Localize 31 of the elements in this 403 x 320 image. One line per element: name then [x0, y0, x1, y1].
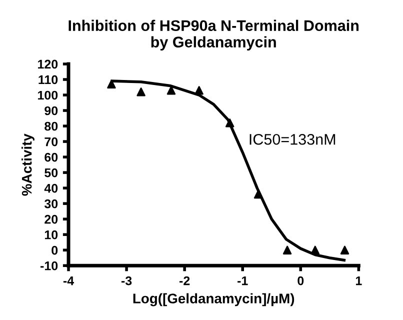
y-tick-label: 60	[44, 152, 58, 162]
x-tick-label: 0	[298, 276, 304, 286]
y-tick-label: 110	[38, 75, 58, 84]
y-tick-label: 70	[44, 137, 58, 146]
x-axis-title: Log([Geldanamycin]/µM)	[133, 293, 294, 306]
x-tick-label: 1	[356, 276, 362, 286]
x-tick-label: -3	[121, 276, 132, 286]
annotation: IC50=133nM	[250, 134, 336, 145]
y-tick-label: 90	[44, 106, 58, 116]
y-tick-label: 40	[44, 184, 58, 193]
y-tick-label: 20	[44, 214, 58, 224]
chart-title: Inhibition of HSP90a N-Terminal Domain by Geldanamycin	[68, 20, 359, 51]
y-tick-label: 0	[52, 246, 58, 255]
x-tick-label: -2	[180, 276, 190, 286]
y-tick-label: 100	[38, 90, 58, 100]
y-tick-label: 30	[44, 199, 58, 208]
point	[282, 246, 292, 254]
y-tick-label: 80	[44, 122, 58, 131]
y-tick-label: -10	[40, 261, 58, 270]
point	[310, 246, 320, 254]
x-tick-label: -4	[63, 276, 74, 286]
point	[194, 86, 204, 95]
y-axis-title: %Activity	[22, 134, 34, 196]
point	[340, 246, 350, 254]
y-tick-label: 10	[44, 230, 58, 240]
x-tick-label: -1	[238, 276, 248, 286]
y-tick-label: 120	[38, 60, 58, 69]
point	[225, 118, 234, 128]
y-tick-label: 50	[44, 168, 58, 178]
point	[107, 80, 116, 89]
point	[136, 88, 146, 96]
